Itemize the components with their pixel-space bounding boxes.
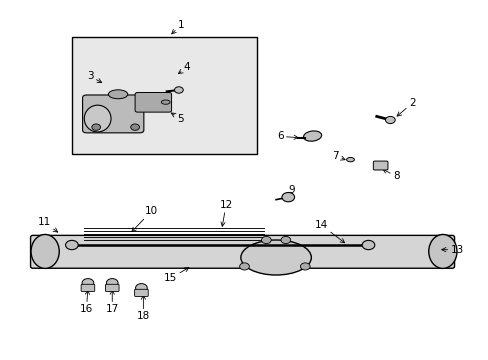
Text: 8: 8 — [382, 169, 399, 181]
Text: 16: 16 — [80, 290, 93, 314]
Text: 3: 3 — [87, 71, 102, 82]
Text: 14: 14 — [314, 220, 344, 243]
Circle shape — [106, 279, 118, 287]
FancyBboxPatch shape — [82, 95, 143, 133]
Circle shape — [82, 279, 94, 287]
Text: 13: 13 — [441, 245, 463, 255]
Text: 6: 6 — [277, 131, 298, 141]
Text: 4: 4 — [178, 63, 190, 73]
Ellipse shape — [84, 105, 111, 132]
FancyBboxPatch shape — [135, 93, 171, 112]
Circle shape — [92, 124, 101, 130]
Circle shape — [385, 116, 394, 123]
Text: 7: 7 — [332, 151, 345, 161]
Text: 11: 11 — [38, 217, 58, 232]
FancyBboxPatch shape — [30, 235, 454, 268]
Circle shape — [261, 237, 271, 244]
Text: 12: 12 — [219, 200, 232, 226]
Circle shape — [300, 263, 309, 270]
Text: 18: 18 — [137, 295, 150, 321]
Text: 9: 9 — [288, 185, 294, 198]
Ellipse shape — [241, 240, 311, 275]
Circle shape — [174, 87, 183, 93]
Ellipse shape — [108, 90, 127, 99]
Bar — [72, 37, 256, 154]
Ellipse shape — [303, 131, 321, 141]
FancyBboxPatch shape — [81, 284, 95, 292]
Text: 10: 10 — [132, 206, 158, 231]
FancyBboxPatch shape — [372, 161, 387, 170]
FancyBboxPatch shape — [134, 289, 148, 296]
Text: 17: 17 — [105, 290, 119, 314]
Circle shape — [130, 124, 139, 130]
Text: 1: 1 — [171, 19, 184, 34]
Text: 5: 5 — [171, 113, 183, 123]
Circle shape — [65, 240, 78, 249]
Ellipse shape — [31, 234, 59, 269]
Circle shape — [282, 193, 294, 202]
Text: 2: 2 — [396, 98, 415, 116]
Ellipse shape — [428, 234, 456, 269]
Circle shape — [281, 237, 290, 244]
Ellipse shape — [161, 100, 170, 104]
Circle shape — [135, 284, 147, 292]
Ellipse shape — [346, 157, 354, 162]
Circle shape — [362, 240, 374, 249]
Text: 15: 15 — [163, 267, 188, 283]
FancyBboxPatch shape — [105, 284, 119, 292]
Circle shape — [239, 263, 249, 270]
